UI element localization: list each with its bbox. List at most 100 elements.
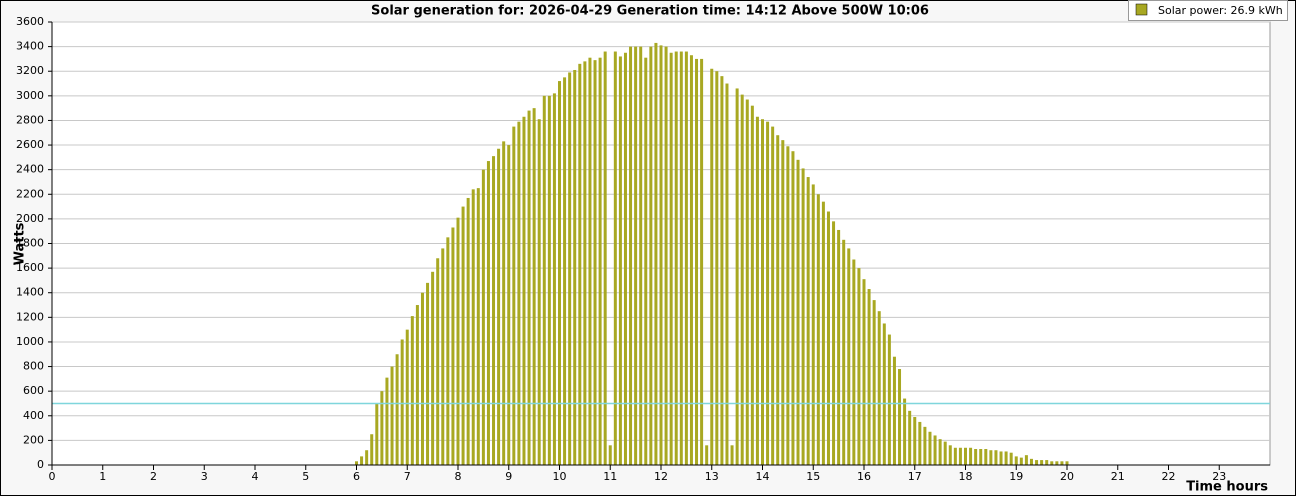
bar [522, 116, 526, 465]
bar [1060, 461, 1064, 465]
bar [857, 268, 861, 465]
x-tick-label: 10 [553, 470, 567, 483]
bar [806, 177, 810, 466]
bar [420, 292, 424, 465]
bar [801, 168, 805, 466]
bar [766, 121, 770, 466]
bar [923, 426, 927, 465]
bar [451, 227, 455, 465]
bar [842, 239, 846, 465]
bar [466, 197, 470, 465]
y-tick-label: 3000 [16, 89, 44, 102]
bar [964, 447, 967, 465]
chart-title: Solar generation for: 2026-04-29 Generat… [371, 4, 929, 19]
y-tick-label: 2800 [16, 113, 44, 126]
bar [552, 93, 556, 465]
y-tick-label: 2400 [16, 163, 44, 176]
x-tick-label: 15 [806, 470, 820, 483]
bar [979, 449, 983, 465]
bar [974, 449, 978, 465]
x-tick-label: 0 [49, 470, 56, 483]
bar [623, 52, 627, 466]
bar [1040, 460, 1044, 465]
bar [892, 356, 896, 465]
bar [1045, 460, 1049, 465]
bar [476, 188, 480, 465]
bar [664, 46, 668, 465]
bar [933, 435, 937, 465]
x-tick-label: 16 [857, 470, 871, 483]
bar [999, 451, 1003, 465]
bar [532, 108, 536, 465]
y-tick-label: 3200 [16, 64, 44, 77]
bar [791, 151, 795, 466]
x-tick-label: 12 [654, 470, 668, 483]
bar [811, 184, 815, 465]
bar [405, 329, 409, 465]
bar [598, 57, 602, 466]
bar [573, 69, 577, 465]
bar [410, 316, 414, 465]
y-tick-label: 2600 [16, 138, 44, 151]
bar [1035, 460, 1039, 465]
x-tick-label: 5 [302, 470, 309, 483]
bar [400, 339, 404, 465]
bar [558, 81, 561, 466]
bar [436, 258, 440, 465]
bar [877, 311, 881, 465]
bar [969, 447, 973, 465]
bar [390, 366, 394, 465]
bar [862, 279, 866, 465]
bar [588, 57, 592, 466]
y-tick-label: 3400 [16, 40, 44, 53]
bar [700, 58, 704, 466]
bar [710, 68, 714, 465]
bar [497, 148, 501, 465]
bar [360, 456, 364, 465]
bar [689, 55, 693, 465]
bar [1055, 461, 1059, 465]
bar [370, 434, 374, 465]
x-tick-label: 4 [252, 470, 259, 483]
x-tick-label: 18 [959, 470, 973, 483]
bar [786, 146, 790, 465]
bar [913, 417, 917, 465]
bar [852, 259, 856, 465]
bar [882, 323, 886, 465]
bar [1004, 451, 1008, 465]
bar [527, 110, 531, 465]
bar [837, 229, 841, 465]
y-tick-label: 400 [23, 409, 44, 422]
bar [502, 141, 506, 465]
bar [887, 334, 891, 465]
y-axis-label: Watts [13, 222, 28, 265]
x-tick-label: 7 [404, 470, 411, 483]
y-tick-label: 1800 [16, 237, 44, 250]
bar [1050, 461, 1054, 465]
bar [796, 159, 800, 466]
bar [1029, 458, 1033, 465]
bar [603, 51, 607, 466]
y-tick-label: 2200 [16, 187, 44, 200]
bar [816, 194, 820, 465]
bar [958, 447, 962, 465]
y-tick-label: 1000 [16, 335, 44, 348]
bar [537, 119, 541, 465]
bar [1019, 457, 1023, 465]
x-tick-label: 13 [705, 470, 719, 483]
bar [918, 421, 922, 465]
bar [649, 46, 653, 465]
bar [385, 377, 389, 465]
bar [629, 46, 633, 465]
bar [659, 45, 663, 465]
bar [492, 156, 496, 465]
y-tick-label: 2000 [16, 212, 44, 225]
x-tick-label: 20 [1060, 470, 1074, 483]
bar [938, 439, 942, 465]
bar [446, 237, 450, 465]
bar [583, 61, 587, 465]
bar [507, 145, 511, 466]
x-tick-label: 23 [1212, 470, 1226, 483]
bar [613, 51, 617, 466]
